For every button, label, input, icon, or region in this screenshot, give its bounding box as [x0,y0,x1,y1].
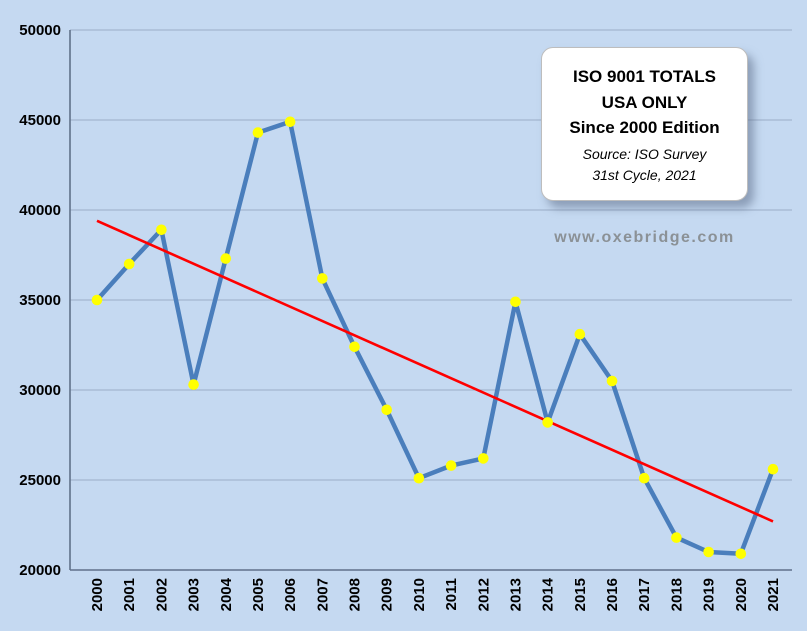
y-tick-label: 40000 [19,202,61,219]
data-point-marker [767,463,779,475]
y-tick-label: 20000 [19,562,61,579]
x-tick-label: 2018 [668,578,685,611]
x-axis-labels: 2000 2001 2002 2003 2004 2005 2006 2007 2008 2009… [89,577,782,611]
data-point-marker [123,258,135,270]
data-point-marker [252,127,264,138]
data-point-marker [349,341,360,353]
data-point-marker [317,273,328,284]
x-tick-label: 2014 [540,577,557,611]
x-tick-label: 2012 [475,578,492,611]
y-tick-label: 35000 [19,292,61,309]
chart-subtitle-edition: Since 2000 Edition [569,118,720,137]
data-point-marker [638,472,650,484]
data-point-marker [574,328,586,340]
data-point-marker [188,379,199,390]
x-tick-label: 2007 [314,578,331,611]
gridlines [70,29,792,571]
chart-subtitle-usa-only: USA ONLY [601,92,688,112]
y-tick-label: 50000 [19,22,61,39]
data-series-line [94,119,776,557]
data-point-marker [703,546,714,558]
x-tick-label: 2000 [89,578,106,611]
data-point-marker [735,548,747,560]
x-tick-label: 2017 [636,578,653,611]
chart-source-line: Source: ISO Survey [582,145,707,162]
x-tick-label: 2004 [218,577,235,611]
data-point-marker [91,294,103,306]
x-tick-label: 2005 [250,578,267,611]
x-tick-label: 2010 [411,578,428,611]
y-tick-label: 45000 [19,112,61,129]
data-point-marker [381,404,393,416]
chart-source-cycle: 31st Cycle, 2021 [592,166,697,183]
chart-title: ISO 9001 TOTALS [573,67,716,86]
x-tick-label: 2001 [121,578,138,611]
data-point-marker [510,296,521,308]
data-point-marker [542,417,553,428]
y-axis-labels: 20000 25000 30000 35000 40000 45000 50000 [19,22,61,579]
data-point-marker [220,253,232,264]
x-tick-label: 2013 [507,578,524,611]
x-tick-label: 2016 [604,578,621,611]
x-tick-label: 2021 [765,578,782,611]
x-tick-label: 2019 [701,578,718,611]
data-point-markers [91,116,779,560]
y-tick-label: 30000 [19,382,61,399]
x-tick-label: 2008 [347,578,364,611]
data-point-marker [671,532,682,543]
x-tick-label: 2003 [186,578,203,611]
x-tick-label: 2015 [572,578,589,611]
data-point-marker [445,460,457,471]
x-tick-label: 2009 [379,578,396,611]
data-point-marker [284,116,296,128]
watermark-url: www.oxebridge.com [554,229,735,246]
y-tick-label: 25000 [19,472,61,489]
x-tick-label: 2011 [443,578,460,611]
chart-title-box: ISO 9001 TOTALS USA ONLY Since 2000 Edit… [541,47,748,201]
data-point-marker [606,375,618,387]
data-point-marker [156,224,167,236]
data-point-marker [413,472,425,484]
x-tick-label: 2002 [153,578,170,611]
x-tick-label: 2020 [733,578,750,611]
trend-line [96,219,774,523]
data-point-marker [477,453,489,464]
x-tick-label: 2006 [282,578,299,611]
